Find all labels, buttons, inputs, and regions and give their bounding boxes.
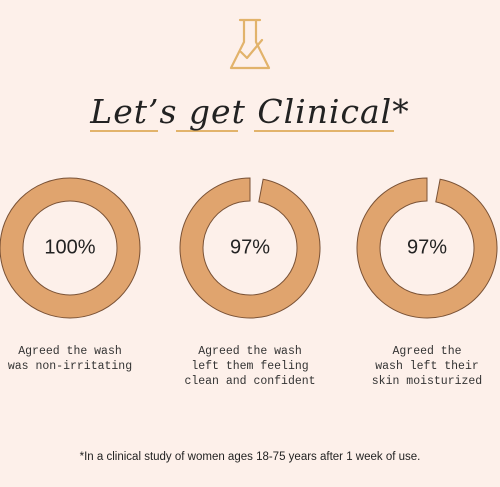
value-label: 97% <box>407 236 447 258</box>
caption: Agreed the wash was non-irritating <box>7 345 133 373</box>
caption: Agreed the wash left them feeling clean … <box>184 345 316 388</box>
donut-ring <box>0 177 141 319</box>
donut-ring <box>179 177 321 319</box>
chart-title: Let’s get Clinical* <box>90 92 410 131</box>
flask-icon <box>229 18 271 70</box>
caption: Agreed the wash left their skin moisturi… <box>371 345 483 388</box>
donut-ring <box>356 177 498 319</box>
value-label: 97% <box>230 236 270 258</box>
footnote: *In a clinical study of women ages 18-75… <box>79 451 421 463</box>
value-label: 100% <box>44 236 95 258</box>
